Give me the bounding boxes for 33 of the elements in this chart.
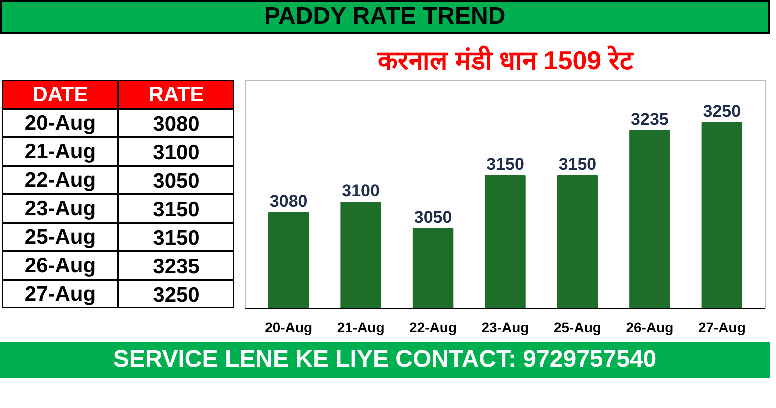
chart-subtitle: करनाल मंडी धान 1509 रेट <box>377 46 634 76</box>
data-label: 3250 <box>153 284 200 307</box>
text: DATE <box>32 83 88 106</box>
x-tick-label: 26-Aug <box>626 320 674 336</box>
data-label: 3080 <box>153 112 200 136</box>
data-label: 3150 <box>153 226 200 250</box>
category-label: 21-Aug <box>24 140 96 164</box>
category-label: 20-Aug <box>24 112 96 135</box>
category-label: 23-Aug <box>24 197 96 220</box>
category-label: 25-Aug <box>24 226 96 249</box>
data-label: 3235 <box>631 110 669 129</box>
data-label: 3235 <box>153 255 200 278</box>
data-label: 3150 <box>153 198 200 222</box>
data-label: 3050 <box>414 208 452 227</box>
data-label: 3100 <box>153 141 200 164</box>
data-label: 3150 <box>558 154 597 174</box>
x-tick-label: 23-Aug <box>482 320 530 336</box>
x-tick-label: 25-Aug <box>554 320 602 336</box>
category-label: 27-Aug <box>24 282 96 306</box>
chart-title: PADDY RATE TREND <box>264 2 506 32</box>
text: RATE <box>148 83 204 106</box>
x-tick-label: 27-Aug <box>698 320 746 336</box>
x-tick-label: 21-Aug <box>337 320 385 336</box>
category-label: 22-Aug <box>24 168 96 192</box>
text: SERVICE LENE KE LIYE CONTACT: 9729757540 <box>113 345 657 375</box>
category-label: 26-Aug <box>24 254 96 278</box>
x-tick-label: 20-Aug <box>265 320 313 336</box>
data-label: 3250 <box>703 102 742 121</box>
x-tick-label: 22-Aug <box>410 320 458 336</box>
data-label: 3050 <box>153 170 200 193</box>
data-label: 3150 <box>486 154 524 174</box>
data-label: 3100 <box>342 181 380 200</box>
data-label: 3080 <box>270 192 308 212</box>
